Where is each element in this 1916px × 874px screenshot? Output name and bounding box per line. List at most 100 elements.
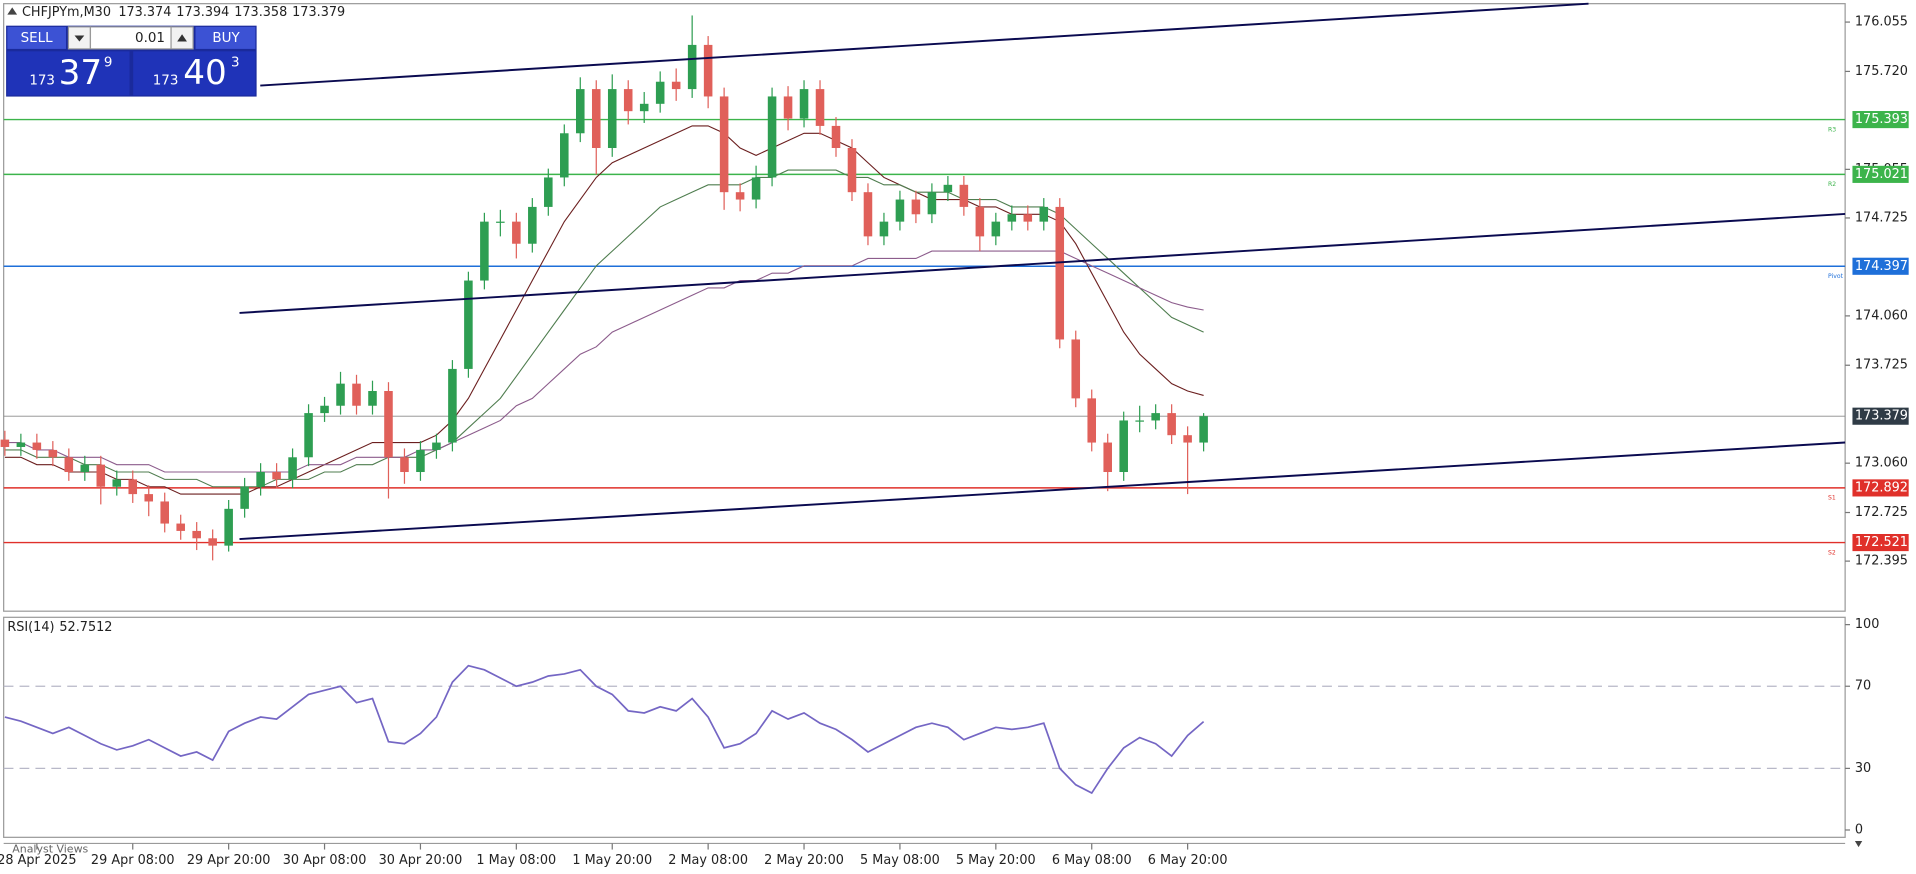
ask-frac: 3 bbox=[231, 55, 240, 70]
candle-body bbox=[575, 89, 585, 134]
ask-main: 40 bbox=[183, 53, 227, 93]
bid-box[interactable] bbox=[7, 51, 130, 96]
candle-body bbox=[639, 103, 649, 112]
open: 173.374 bbox=[118, 5, 171, 20]
candle-body bbox=[895, 199, 905, 222]
candle-body bbox=[1039, 206, 1049, 222]
candle-body bbox=[943, 184, 953, 193]
bottom-tab[interactable]: Analyst Views bbox=[12, 843, 88, 856]
candle-body bbox=[623, 89, 633, 112]
candle-body bbox=[80, 464, 90, 473]
main-pane bbox=[3, 3, 1846, 612]
level-label-box bbox=[1852, 534, 1909, 552]
candle-body bbox=[847, 147, 857, 193]
rsi-pane bbox=[3, 616, 1846, 838]
y-tick-label: 172.725 bbox=[1855, 505, 1908, 520]
trend-line bbox=[260, 2, 1589, 87]
level-label: 174.397 bbox=[1855, 259, 1908, 274]
ask-box[interactable] bbox=[133, 51, 256, 96]
x-tick-label: 29 Apr 08:00 bbox=[91, 853, 175, 868]
candle-body bbox=[719, 96, 729, 193]
y-tick-label: 172.395 bbox=[1855, 554, 1908, 569]
candle-body bbox=[1199, 416, 1208, 443]
sell-button[interactable] bbox=[7, 26, 66, 49]
candle-body bbox=[911, 199, 921, 215]
plot-layer: 176.055175.720175.055174.725174.060173.7… bbox=[0, 15, 1909, 868]
candle-body bbox=[480, 221, 489, 281]
rsi-header: RSI(14) 52.7512 bbox=[7, 620, 112, 635]
level-name: Pivot bbox=[1828, 273, 1844, 280]
candle-body bbox=[112, 479, 122, 487]
candle-body bbox=[799, 89, 809, 119]
low: 173.358 bbox=[234, 5, 287, 20]
candle-body bbox=[0, 439, 10, 447]
candle-body bbox=[528, 206, 537, 244]
rsi-line bbox=[4, 664, 1205, 795]
candle-body bbox=[607, 89, 617, 148]
y-tick-label: 70 bbox=[1855, 679, 1871, 694]
buy-label: BUY bbox=[212, 31, 240, 46]
candle-body bbox=[1087, 398, 1097, 443]
candle-body bbox=[1103, 442, 1112, 473]
candle-body bbox=[959, 184, 969, 207]
current-price-box bbox=[1852, 407, 1909, 425]
candle-body bbox=[496, 221, 505, 223]
candle-body bbox=[655, 81, 665, 104]
level-label: 172.892 bbox=[1855, 480, 1908, 495]
x-tick-label: 6 May 20:00 bbox=[1148, 853, 1228, 868]
level-label: 175.021 bbox=[1855, 167, 1908, 182]
x-tick-label: 5 May 08:00 bbox=[860, 853, 940, 868]
collapse-icon[interactable] bbox=[7, 7, 18, 15]
level-label: 175.393 bbox=[1855, 112, 1908, 127]
y-tick-label: 173.060 bbox=[1855, 456, 1908, 471]
candle-body bbox=[240, 486, 249, 509]
x-tick-label: 1 May 20:00 bbox=[572, 853, 652, 868]
x-tick-label: 30 Apr 20:00 bbox=[379, 853, 463, 868]
symbol: CHFJPYm,M30 bbox=[22, 5, 111, 20]
x-tick-label: 2 May 20:00 bbox=[764, 853, 844, 868]
candle-body bbox=[368, 391, 377, 406]
rsi-value: 52.7512 bbox=[59, 620, 112, 635]
down-arrow bbox=[74, 35, 85, 42]
candle-body bbox=[64, 457, 74, 473]
candle-body bbox=[432, 442, 441, 450]
candle-body bbox=[448, 368, 457, 443]
candle-body bbox=[32, 442, 42, 450]
candle-body bbox=[384, 391, 393, 458]
y-tick-label: 0 bbox=[1855, 822, 1863, 837]
candle-body bbox=[320, 405, 329, 414]
level-label-box bbox=[1852, 257, 1909, 275]
candle-body bbox=[1071, 339, 1081, 399]
level-label-box bbox=[1852, 111, 1909, 129]
candle-body bbox=[144, 494, 154, 502]
candle-body bbox=[400, 457, 409, 473]
candle-body bbox=[927, 192, 937, 215]
candle-body bbox=[1119, 420, 1128, 473]
trend-line bbox=[239, 441, 1846, 541]
y-tick-label: 173.725 bbox=[1855, 358, 1908, 373]
x-tick-label: 2 May 08:00 bbox=[668, 853, 748, 868]
candle-body bbox=[1055, 206, 1065, 340]
x-tick-label: 29 Apr 20:00 bbox=[187, 853, 271, 868]
y-tick-label: 174.060 bbox=[1855, 308, 1908, 323]
candle-body bbox=[16, 442, 26, 447]
level-name: S2 bbox=[1828, 549, 1836, 556]
moving-average bbox=[4, 250, 1204, 473]
bid-frac: 9 bbox=[104, 55, 113, 70]
lot-value: 0.01 bbox=[135, 31, 165, 46]
current-price-label: 173.379 bbox=[1855, 409, 1908, 424]
x-tick-label: 28 Apr 2025 bbox=[0, 853, 77, 868]
candle-body bbox=[512, 221, 521, 244]
high: 173.394 bbox=[176, 5, 229, 20]
buy-button[interactable] bbox=[195, 26, 256, 49]
candle-body bbox=[160, 501, 169, 524]
level-name: R3 bbox=[1828, 126, 1836, 133]
ask-big: 173 bbox=[153, 74, 179, 89]
trend-line bbox=[239, 212, 1846, 314]
candle-body bbox=[1167, 413, 1176, 436]
rsi-name: RSI(14) bbox=[7, 620, 54, 635]
y-tick-label: 176.055 bbox=[1855, 15, 1908, 30]
candle-body bbox=[1183, 435, 1192, 443]
candle-body bbox=[192, 530, 201, 539]
